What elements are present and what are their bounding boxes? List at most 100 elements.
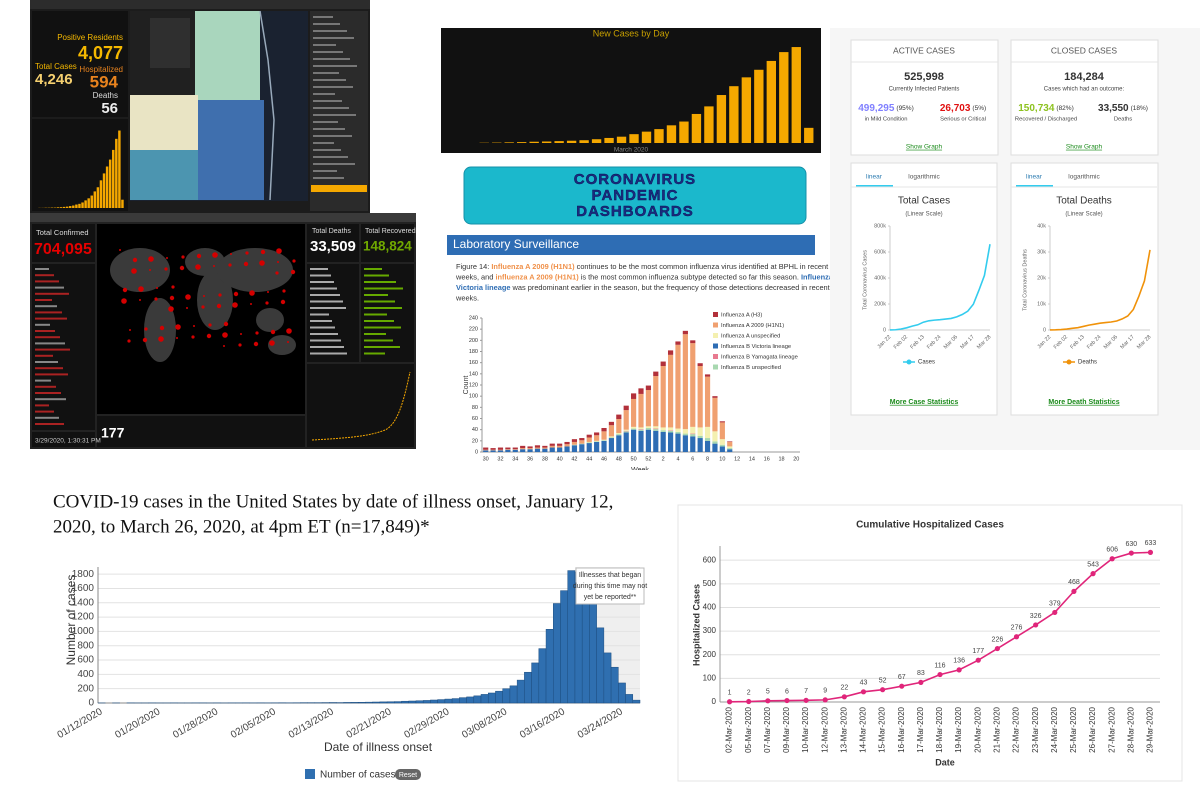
bar-segment: [483, 449, 489, 451]
bar: [679, 121, 689, 143]
chart-subtitle: (Linear Scale): [1065, 212, 1102, 218]
list-row: [35, 323, 50, 326]
list-row: [313, 114, 356, 116]
bar-segment: [682, 433, 688, 436]
case-dot: [260, 249, 266, 255]
x-tick-label: 14-Mar-2020: [859, 706, 868, 752]
bar-segment: [667, 430, 674, 433]
list-row: [313, 58, 350, 60]
bar-segment: [704, 374, 711, 377]
show-graph-link[interactable]: Show Graph: [1066, 144, 1103, 151]
bar-segment: [520, 449, 526, 452]
bar: [579, 140, 589, 143]
y-tick-label: 400: [703, 603, 717, 612]
bar: [691, 113, 702, 143]
x-axis-label: March 2020: [614, 147, 649, 154]
bar: [804, 127, 814, 143]
bar-segment: [704, 426, 711, 439]
split-number: 499,295: [858, 103, 895, 114]
bar-segment: [594, 435, 600, 441]
list-row: [35, 311, 62, 314]
map-popup: [150, 18, 190, 68]
bar-segment: [653, 429, 659, 431]
caption-segment: weeks, and: [455, 272, 495, 281]
bar: [102, 173, 106, 208]
case-dot: [168, 306, 174, 312]
x-tick-label: 40: [557, 456, 563, 462]
bar: [415, 700, 424, 704]
bar-segment: [616, 414, 622, 420]
chart-title: 2020, to March 26, 2020, at 4pm ET (n=17…: [53, 516, 430, 537]
data-label: 43: [860, 680, 868, 687]
bar-segment: [608, 436, 615, 438]
bar: [610, 666, 619, 704]
bar: [451, 698, 460, 704]
reset-label[interactable]: Reset: [399, 772, 417, 779]
x-tick-label: 12: [734, 456, 740, 462]
card-header: ACTIVE CASES: [893, 45, 955, 55]
x-tick-label: 18-Mar-2020: [935, 706, 944, 752]
case-dot: [223, 345, 225, 347]
list-row: [35, 342, 65, 345]
legend-label: Influenza B Yamagata lineage: [721, 355, 798, 361]
bar-segment: [727, 446, 733, 449]
x-tick-label: 38: [542, 456, 548, 462]
show-graph-link[interactable]: Show Graph: [906, 144, 943, 151]
statistics-link[interactable]: More Case Statistics: [890, 399, 959, 406]
chart-title: Total Deaths: [1056, 196, 1112, 207]
bar-segment: [712, 396, 718, 398]
bar: [509, 685, 518, 704]
case-dot: [286, 328, 292, 334]
list-row: [310, 339, 341, 342]
caption-line: weeks.: [455, 293, 479, 302]
bar-segment: [483, 447, 489, 450]
y-tick-label: 30k: [1037, 249, 1046, 255]
tab[interactable]: logarithmic: [908, 174, 940, 181]
caption-segment: Influenza B: [801, 272, 840, 281]
bar-segment: [586, 434, 592, 438]
bar-segment: [660, 366, 666, 428]
legend-label: Influenza B unspecified: [721, 365, 781, 371]
y-tick-label: 1400: [72, 597, 95, 608]
bar-segment: [690, 340, 696, 344]
y-tick-label: 200k: [874, 301, 886, 307]
list-row: [313, 135, 352, 137]
split-value: 150,734 (82%): [1018, 103, 1074, 114]
y-tick-label: 600: [77, 655, 94, 666]
map-footer: [97, 416, 305, 447]
county-list: [310, 11, 368, 211]
bar: [69, 206, 72, 208]
list-row: [35, 354, 53, 357]
bar: [350, 702, 359, 704]
bar: [394, 701, 402, 704]
bar: [480, 694, 489, 704]
statistics-link[interactable]: More Death Statistics: [1048, 399, 1119, 406]
data-label: 606: [1106, 547, 1118, 554]
list-row: [35, 336, 60, 339]
tab[interactable]: linear: [1026, 174, 1043, 181]
data-label: 2: [747, 689, 751, 696]
reset-button[interactable]: [395, 769, 421, 780]
tab[interactable]: linear: [866, 174, 883, 181]
split-label: Recovered / Discharged: [1015, 117, 1077, 123]
bar-segment: [660, 430, 666, 432]
case-dot: [166, 257, 168, 259]
tab[interactable]: logarithmic: [1068, 174, 1100, 181]
bar-segment: [690, 436, 696, 452]
bar-segment: [645, 385, 651, 391]
bar: [654, 129, 664, 143]
list-row: [310, 287, 337, 290]
x-tick-label: 25-Mar-2020: [1069, 706, 1078, 752]
point: [841, 694, 847, 700]
point: [918, 679, 924, 685]
x-tick-label: 30: [483, 456, 489, 462]
bar: [466, 696, 475, 704]
case-card: [1010, 39, 1159, 156]
list-row: [310, 300, 343, 303]
case-dot: [119, 249, 121, 251]
case-dot: [249, 290, 255, 296]
bar: [517, 142, 527, 143]
x-tick-label: 05-Mar-2020: [744, 706, 753, 752]
legend-label: Number of cases: [320, 770, 396, 781]
bar: [473, 695, 482, 704]
